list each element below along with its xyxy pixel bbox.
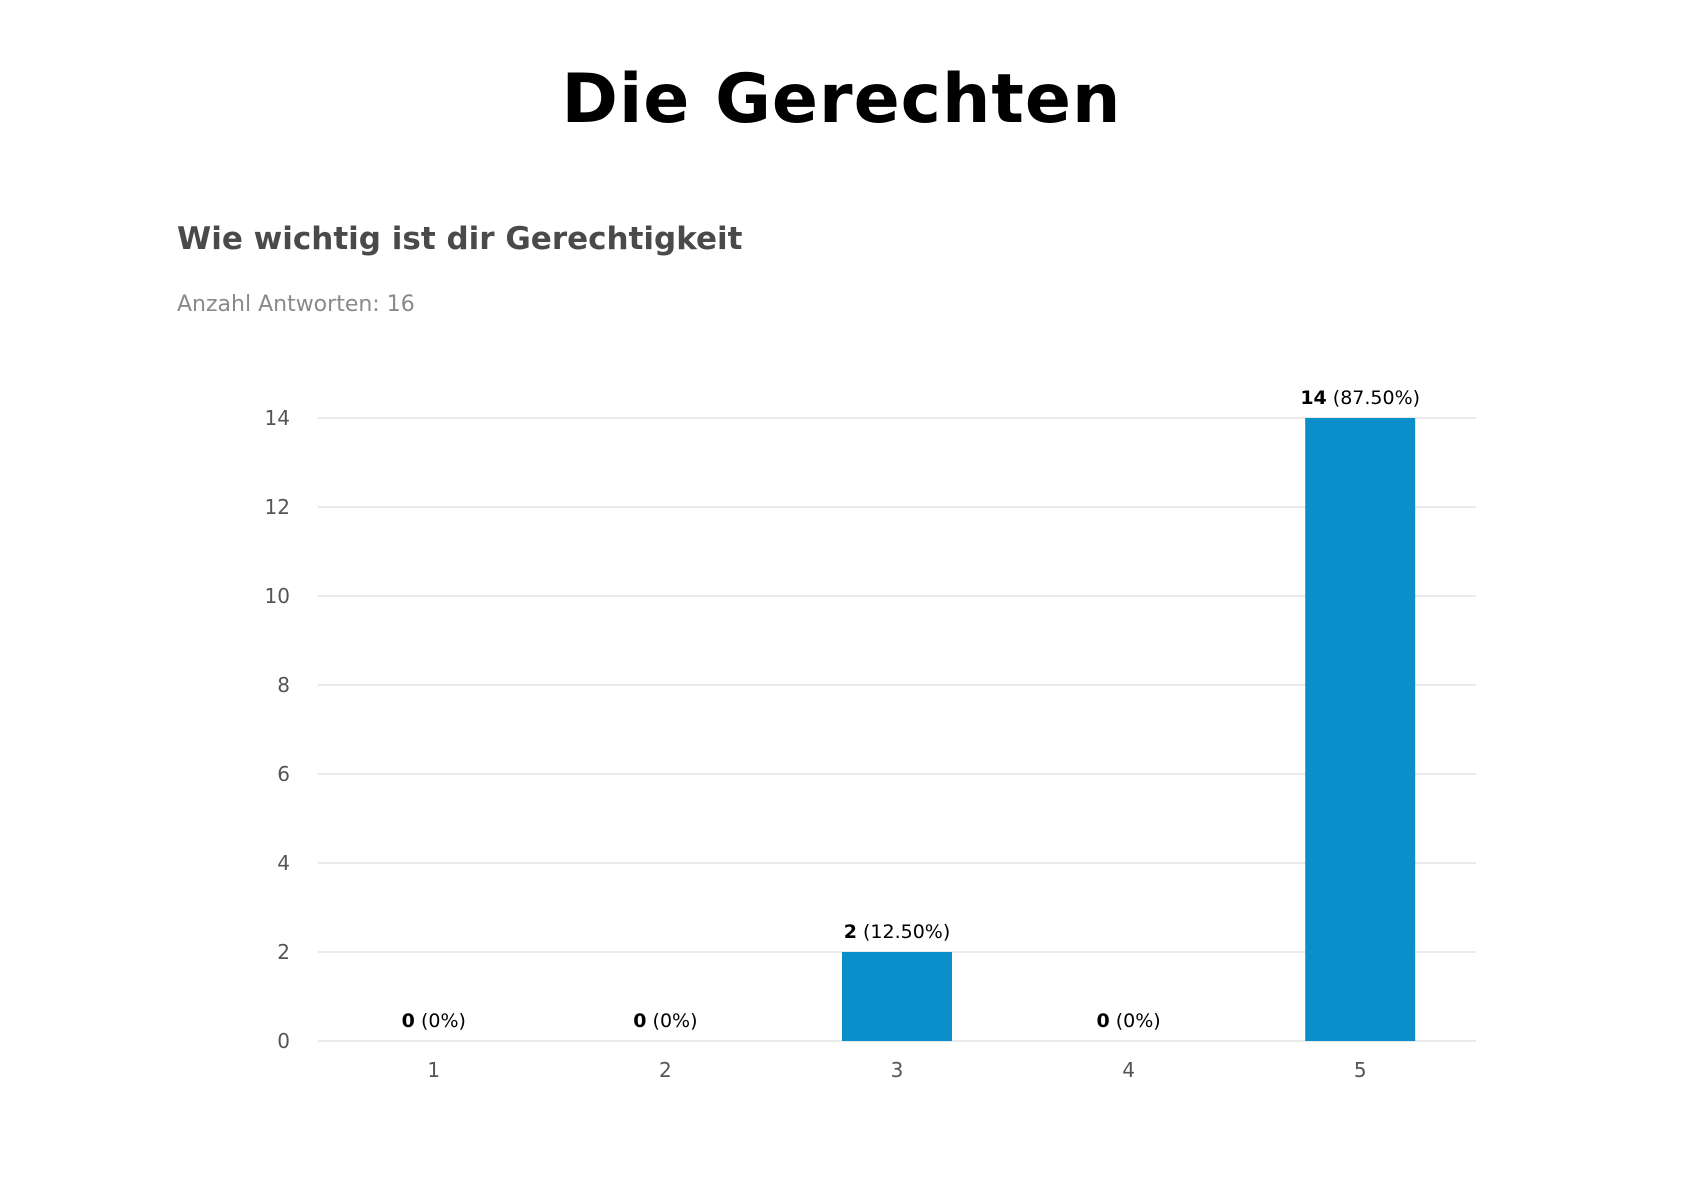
data-label-percent: (0%): [415, 1010, 466, 1032]
data-label-percent: (87.50%): [1327, 387, 1420, 409]
y-tick-label: 14: [265, 406, 290, 430]
x-tick-label: 1: [427, 1058, 440, 1082]
y-tick-label: 8: [277, 673, 290, 697]
x-tick-label: 2: [659, 1058, 672, 1082]
data-label: 0 (0%): [1096, 1010, 1160, 1032]
y-axis-ticks: 0 2 4 6 8 10 12 14: [265, 406, 290, 1053]
data-label-percent: (0%): [647, 1010, 698, 1032]
data-label-count: 0: [1096, 1010, 1109, 1032]
x-tick-label: 4: [1122, 1058, 1135, 1082]
data-label-percent: (0%): [1110, 1010, 1161, 1032]
response-count: Anzahl Antworten: 16: [177, 292, 415, 317]
chart-title: Wie wichtig ist dir Gerechtigkeit: [177, 221, 743, 257]
data-label: 0 (0%): [402, 1010, 466, 1032]
bars: [842, 418, 1416, 1041]
y-tick-label: 10: [265, 584, 290, 608]
data-labels: 0 (0%) 0 (0%)2 (12.50%)0 (0%)14 (87.50%): [402, 387, 1420, 1032]
x-tick-label: 3: [891, 1058, 904, 1082]
y-tick-label: 12: [265, 495, 290, 519]
data-label-count: 2: [844, 921, 857, 943]
data-label-count: 0: [633, 1010, 646, 1032]
data-label: 14 (87.50%): [1300, 387, 1420, 409]
y-tick-label: 0: [277, 1029, 290, 1053]
data-label: 0 (0%): [633, 1010, 697, 1032]
y-tick-label: 2: [277, 940, 290, 964]
page-title: Die Gerechten: [561, 60, 1122, 139]
bar: [842, 952, 952, 1041]
grid-lines: [318, 417, 1476, 1042]
bar: [1305, 418, 1416, 1041]
data-label-count: 0: [402, 1010, 415, 1032]
y-tick-label: 4: [277, 851, 290, 875]
x-tick-label: 5: [1354, 1058, 1367, 1082]
y-tick-label: 6: [277, 762, 290, 786]
data-label-count: 14: [1300, 387, 1326, 409]
x-axis-ticks: 1 2 3 4 5: [427, 1058, 1366, 1082]
data-label-percent: (12.50%): [857, 921, 950, 943]
data-label: 2 (12.50%): [844, 921, 951, 943]
